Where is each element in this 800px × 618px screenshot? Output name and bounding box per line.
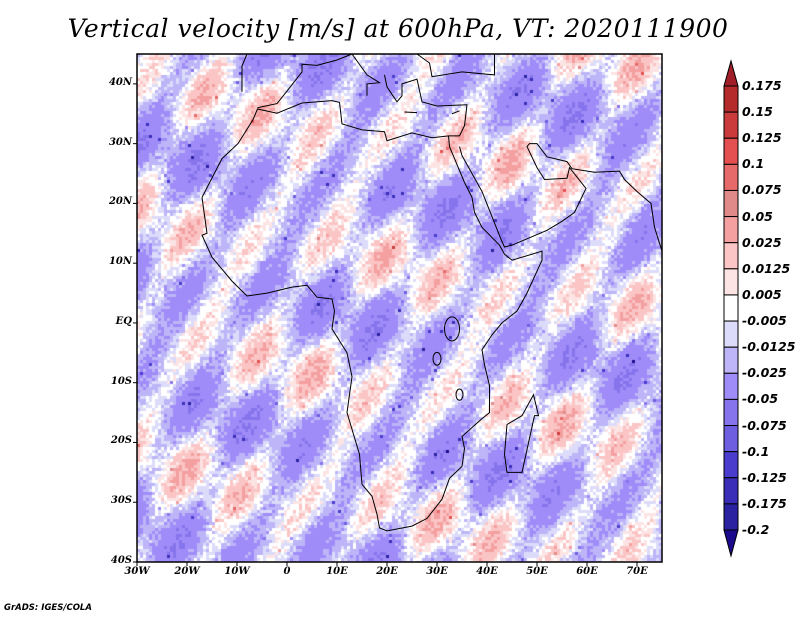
coastline — [351, 53, 382, 96]
lat-tick-label: 40N — [108, 76, 132, 88]
lon-tick-label: 40E — [476, 566, 498, 577]
colorbar-label: 0.025 — [742, 234, 782, 250]
coastline — [459, 143, 663, 252]
lon-tick-label: 30E — [426, 566, 448, 577]
colorbar-swatch — [723, 398, 739, 427]
lon-tick-label: 60E — [576, 566, 598, 577]
grads-credit: GrADS: IGES/COLA — [4, 603, 92, 613]
colorbar-swatch — [723, 268, 739, 296]
colorbar-label: 0.1 — [742, 156, 765, 172]
colorbar-label: -0.025 — [742, 365, 787, 381]
lake-outline — [444, 316, 460, 342]
lon-tick-label: 20E — [376, 566, 398, 577]
colorbar-top-arrow — [723, 59, 739, 87]
colorbar-swatch — [723, 477, 739, 505]
colorbar — [723, 59, 739, 558]
colorbar-label: 0.125 — [742, 130, 782, 146]
colorbar-label: 0.075 — [742, 182, 782, 198]
colorbar-label: -0.05 — [742, 391, 779, 407]
colorbar-label: 0.005 — [742, 286, 782, 302]
colorbar-swatch — [723, 320, 739, 348]
colorbar-swatch — [723, 189, 739, 218]
lat-tick-label: 20S — [110, 435, 132, 447]
lon-tick-label: 10E — [326, 566, 348, 577]
colorbar-swatch — [723, 85, 739, 113]
colorbar-bottom-arrow — [723, 529, 739, 558]
colorbar-label: -0.125 — [742, 469, 787, 485]
colorbar-swatch — [723, 111, 739, 139]
coastline — [503, 393, 540, 473]
lat-tick-label: 30N — [108, 136, 132, 148]
lat-tick-label: 10N — [108, 256, 132, 268]
lake-outline — [432, 351, 442, 366]
lon-tick-label: 70E — [626, 566, 648, 577]
lat-tick-label: 30S — [110, 495, 132, 507]
colorbar-label: -0.075 — [742, 417, 787, 433]
lat-tick-label: 40S — [110, 555, 132, 566]
coastline — [201, 100, 543, 532]
vertical-velocity-field — [137, 54, 662, 562]
coastline — [451, 110, 460, 115]
colorbar-label: 0.0125 — [742, 260, 791, 276]
colorbar-swatch — [723, 216, 739, 244]
colorbar-swatch — [723, 163, 739, 191]
lon-tick-label: 0 — [283, 566, 291, 577]
colorbar-swatch — [723, 451, 739, 479]
colorbar-label: -0.0125 — [742, 339, 796, 355]
colorbar-label: 0.175 — [742, 78, 782, 93]
colorbar-swatch — [723, 294, 739, 322]
colorbar-swatch — [723, 137, 739, 165]
colorbar-swatch — [723, 372, 739, 400]
colorbar-swatch — [723, 346, 739, 374]
colorbar-label: -0.2 — [742, 522, 770, 537]
lon-tick-label: 30W — [124, 566, 150, 577]
map-frame — [136, 53, 663, 563]
lon-tick-label: 50E — [526, 566, 548, 577]
colorbar-label: 0.05 — [742, 208, 773, 224]
coastline — [257, 53, 353, 109]
lat-tick-label: 20N — [108, 196, 132, 208]
plot-title: Vertical velocity [m/s] at 600hPa, VT: 2… — [67, 14, 729, 43]
lat-tick-label: EQ — [115, 315, 132, 327]
colorbar-label: -0.175 — [742, 495, 787, 511]
coastline — [416, 53, 495, 78]
lat-tick-label: 10S — [110, 375, 132, 387]
coastlines — [201, 53, 663, 532]
lon-tick-label: 20W — [174, 566, 200, 577]
colorbar-label: 0.15 — [742, 104, 773, 120]
colorbar-swatch — [723, 242, 739, 270]
lon-tick-label: 10W — [224, 566, 250, 577]
colorbar-swatch — [723, 503, 739, 531]
colorbar-label: -0.005 — [742, 313, 787, 329]
coastline — [241, 53, 248, 92]
coastline — [384, 74, 468, 137]
colorbar-label: -0.1 — [742, 443, 770, 459]
lake-outline — [455, 388, 464, 401]
axis-ticks — [133, 83, 638, 566]
coastline — [404, 111, 418, 114]
colorbar-swatch — [723, 425, 739, 453]
